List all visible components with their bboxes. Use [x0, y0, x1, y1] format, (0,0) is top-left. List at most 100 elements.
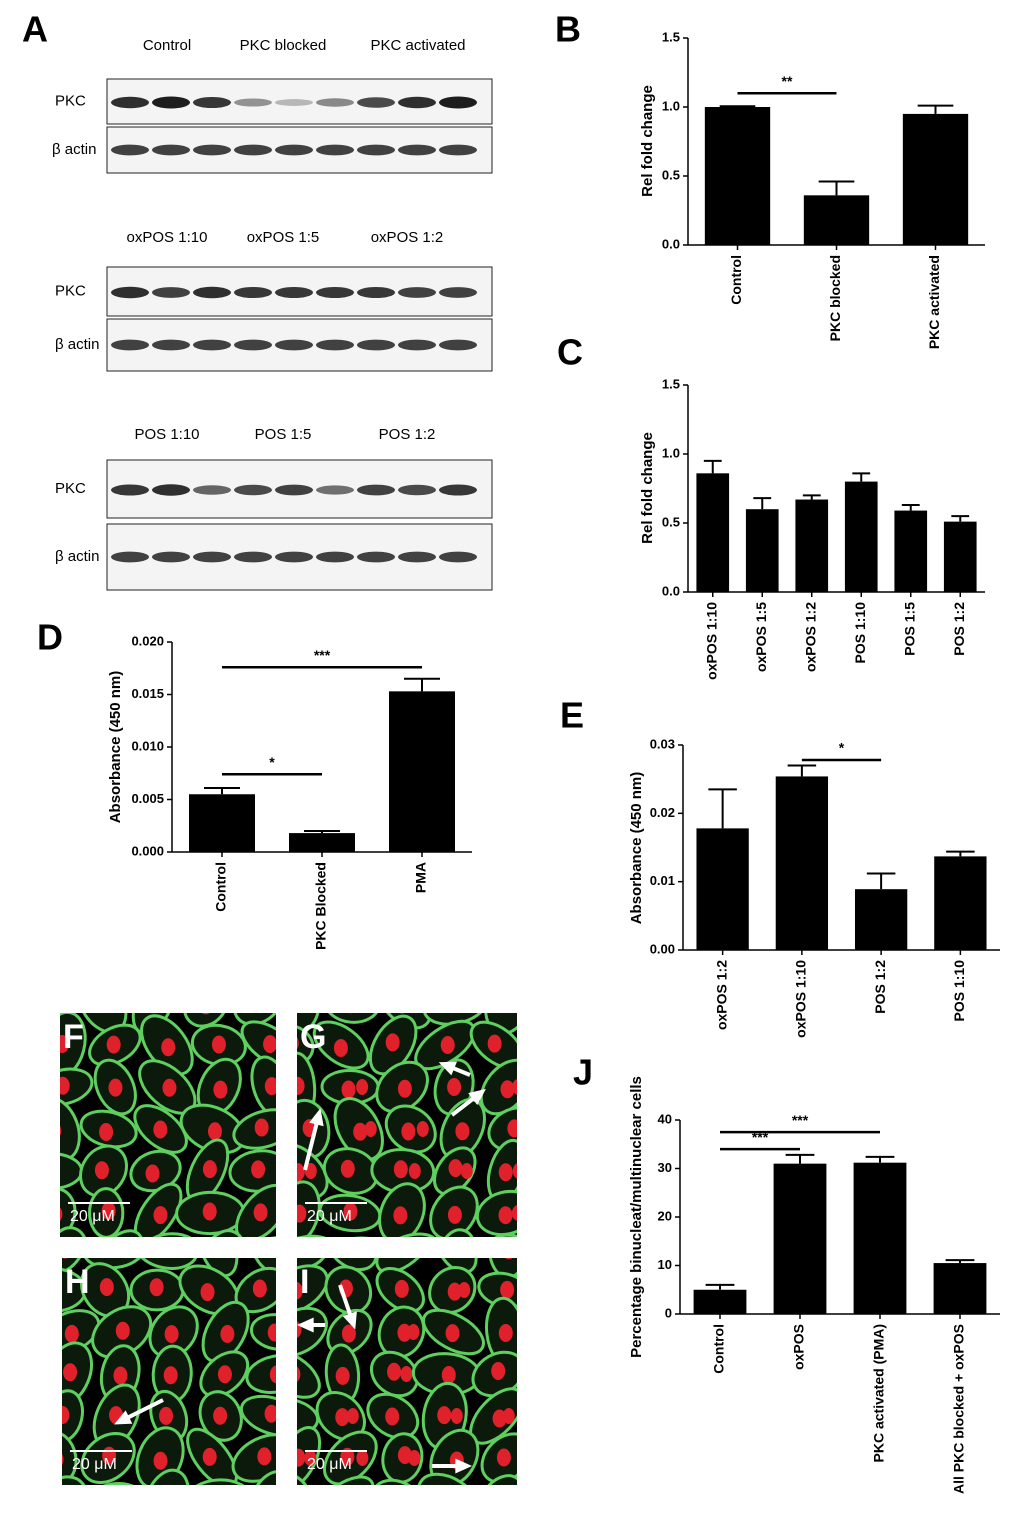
y-axis-title: Rel fold change [639, 85, 656, 197]
blot-row-label: β actin [55, 548, 99, 565]
nucleus [460, 1163, 473, 1179]
nucleus [304, 1450, 317, 1466]
nucleus [269, 1365, 276, 1384]
nucleus [159, 1406, 174, 1425]
nucleus [445, 1324, 460, 1343]
cell [315, 1475, 375, 1485]
blot-group-label: POS 1:10 [134, 426, 199, 443]
blot-band [152, 484, 190, 496]
nucleus [394, 1279, 409, 1298]
blot-row-label: β actin [55, 336, 99, 353]
nucleus [353, 1122, 368, 1141]
nucleus [348, 1013, 353, 1014]
blot-band [193, 96, 231, 109]
nucleus [153, 1120, 168, 1139]
bar [773, 1163, 827, 1314]
scale-label: 20 μM [307, 1208, 352, 1225]
nucleus [458, 1282, 471, 1298]
nucleus [397, 1323, 412, 1342]
nucleus [341, 1324, 356, 1343]
nucleus [401, 1122, 416, 1141]
nucleus [505, 1258, 513, 1260]
blot-band [152, 339, 190, 351]
blot-band [439, 484, 477, 496]
cell [297, 1349, 321, 1399]
nucleus [162, 1078, 177, 1097]
y-tick-label: 0.000 [131, 843, 164, 858]
blot-group-label: oxPOS 1:5 [247, 229, 320, 246]
bar [745, 509, 779, 592]
y-tick-label: 20 [658, 1208, 672, 1223]
nucleus [109, 1491, 123, 1509]
nucleus [447, 1077, 462, 1096]
nucleus [157, 1492, 171, 1510]
nucleus [297, 1037, 299, 1050]
nucleus [514, 1240, 526, 1256]
nucleus [44, 994, 58, 1012]
nucleus [400, 1366, 413, 1382]
nucleus [356, 1450, 369, 1466]
y-tick-label: 0.015 [131, 686, 164, 701]
scale-label: 20 μM [72, 1456, 117, 1473]
micrograph-letter: H [65, 1263, 90, 1301]
nucleus [500, 1280, 515, 1299]
y-tick-label: 1.5 [662, 29, 680, 44]
cell [233, 1013, 276, 1026]
x-tick-label: oxPOS 1:10 [703, 602, 719, 680]
blot-band [316, 551, 354, 563]
nucleus [60, 1076, 70, 1095]
nucleus [253, 1203, 268, 1222]
x-tick-label: oxPOS 1:10 [793, 960, 809, 1038]
bar [795, 499, 829, 592]
y-axis-title: Absorbance (450 nm) [628, 772, 645, 925]
y-tick-label: 0 [665, 1305, 672, 1320]
blot-band [357, 97, 395, 108]
nucleus [201, 1013, 210, 1015]
significance-label: *** [792, 1112, 809, 1128]
significance-label: * [269, 754, 275, 770]
nucleus [338, 1491, 352, 1509]
blot-group-label: POS 1:2 [379, 426, 436, 443]
bar [933, 1263, 987, 1314]
nucleus [437, 1406, 452, 1425]
blot-band [152, 287, 190, 298]
cell [437, 1228, 478, 1237]
nucleus [109, 1237, 123, 1255]
cells [62, 1237, 276, 1510]
nucleus [356, 1079, 369, 1095]
blot-band [439, 551, 477, 563]
blot-band [316, 286, 354, 299]
blot-band [275, 484, 313, 496]
blot-band [275, 144, 313, 156]
nucleus [60, 1125, 62, 1137]
bar [775, 776, 829, 950]
y-tick-label: 0.010 [131, 738, 164, 753]
nucleus [259, 1013, 262, 1014]
nucleus [440, 1036, 455, 1055]
nucleus [448, 1239, 462, 1257]
arrow-head [114, 1410, 133, 1425]
blot-band [234, 144, 272, 156]
blot-band [357, 551, 395, 563]
blot-band [316, 98, 354, 107]
nucleus [341, 1080, 356, 1099]
blot-group-label: oxPOS 1:2 [371, 229, 444, 246]
blot-band [234, 286, 272, 299]
y-axis-title: Absorbance (450 nm) [107, 671, 124, 824]
bar [696, 473, 730, 592]
arrow-head [309, 1108, 324, 1127]
nucleus [410, 995, 422, 1011]
cell [376, 1013, 432, 1030]
blot-band [234, 339, 272, 351]
blot-band [439, 144, 477, 156]
nucleus [161, 1038, 176, 1057]
cell [249, 1313, 276, 1351]
blot-band [357, 286, 395, 299]
x-tick-label: Control [728, 255, 744, 305]
panel-letter: C [557, 332, 583, 373]
nucleus [408, 1450, 421, 1466]
nucleus [280, 1406, 294, 1424]
nucleus [267, 1323, 276, 1342]
y-tick-label: 0.01 [650, 873, 675, 888]
cell [86, 1481, 144, 1485]
